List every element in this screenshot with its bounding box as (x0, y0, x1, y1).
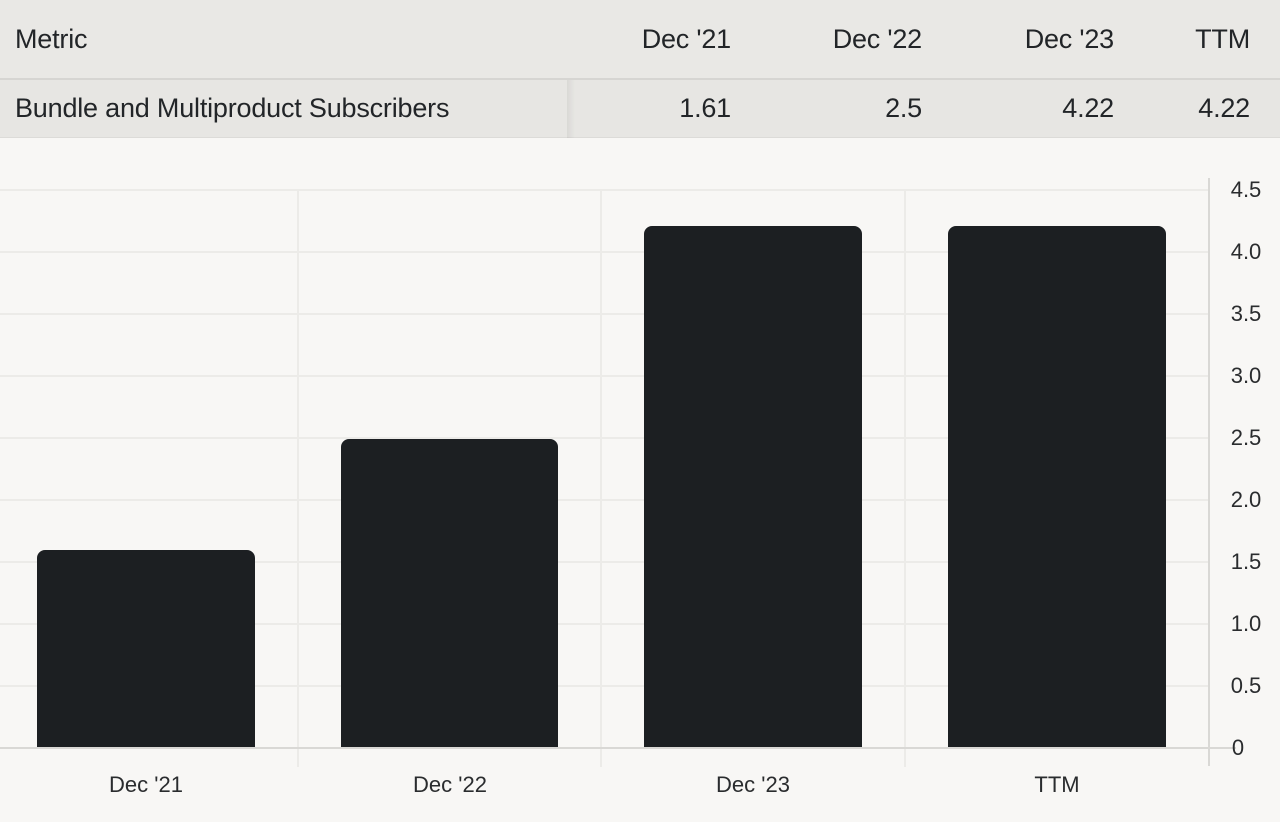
bar-dec-23[interactable] (644, 226, 862, 748)
gridline-4-0 (0, 251, 1210, 253)
gridline-2-5 (0, 437, 1210, 439)
row-value-ttm: 4.22 (1198, 93, 1250, 123)
x-tick-label: Dec '22 (413, 772, 487, 797)
row-value-dec-23: 4.22 (1062, 93, 1114, 123)
gridline-3-0 (0, 375, 1210, 377)
bar-ttm[interactable] (948, 226, 1166, 748)
y-tick-label: 1.0 (1230, 611, 1262, 636)
y-tick-label: 3.5 (1230, 301, 1262, 326)
y-tick-label: 0 (1231, 735, 1245, 760)
header-col-ttm[interactable]: TTM (1195, 23, 1250, 54)
category-divider (600, 189, 602, 767)
bar-chart: 4.5 4.0 3.5 3.0 2.5 2.0 1.5 1.0 0.5 0 De… (0, 138, 1280, 822)
x-axis-line (0, 747, 1236, 749)
y-tick-label: 2.5 (1230, 425, 1262, 450)
table-row[interactable]: Bundle and Multiproduct Subscribers 1.61… (0, 80, 1280, 138)
gridline-1-0 (0, 623, 1210, 625)
y-tick-label: 1.5 (1230, 549, 1262, 574)
header-col-dec-22[interactable]: Dec '22 (832, 23, 923, 54)
bar-dec-21[interactable] (37, 550, 255, 748)
category-divider (297, 189, 299, 767)
table-header: Metric Dec '21 Dec '22 Dec '23 TTM (0, 0, 1280, 80)
gridline-3-5 (0, 313, 1210, 315)
header-col-dec-21[interactable]: Dec '21 (641, 23, 732, 54)
gridline-2-0 (0, 499, 1210, 501)
row-value-dec-22: 2.5 (885, 93, 922, 123)
y-axis-line (1208, 178, 1210, 766)
gridline-0-5 (0, 685, 1210, 687)
y-tick-label: 3.0 (1230, 363, 1262, 388)
bar-dec-22[interactable] (341, 439, 558, 748)
x-tick-label: Dec '21 (109, 772, 183, 797)
row-value-dec-21: 1.61 (679, 93, 731, 123)
row-metric-name: Bundle and Multiproduct Subscribers (15, 93, 450, 123)
y-tick-label: 4.5 (1230, 177, 1262, 202)
gridline-4-5 (0, 189, 1210, 191)
header-col-dec-23[interactable]: Dec '23 (1024, 23, 1115, 54)
x-tick-label: TTM (1034, 772, 1080, 797)
x-tick-label: Dec '23 (716, 772, 790, 797)
sticky-column-shadow (567, 80, 575, 138)
y-tick-label: 0.5 (1230, 673, 1262, 698)
gridline-1-5 (0, 561, 1210, 563)
category-divider (904, 189, 906, 767)
header-metric[interactable]: Metric (15, 23, 88, 54)
y-tick-label: 2.0 (1230, 487, 1262, 512)
y-tick-label: 4.0 (1230, 239, 1262, 264)
